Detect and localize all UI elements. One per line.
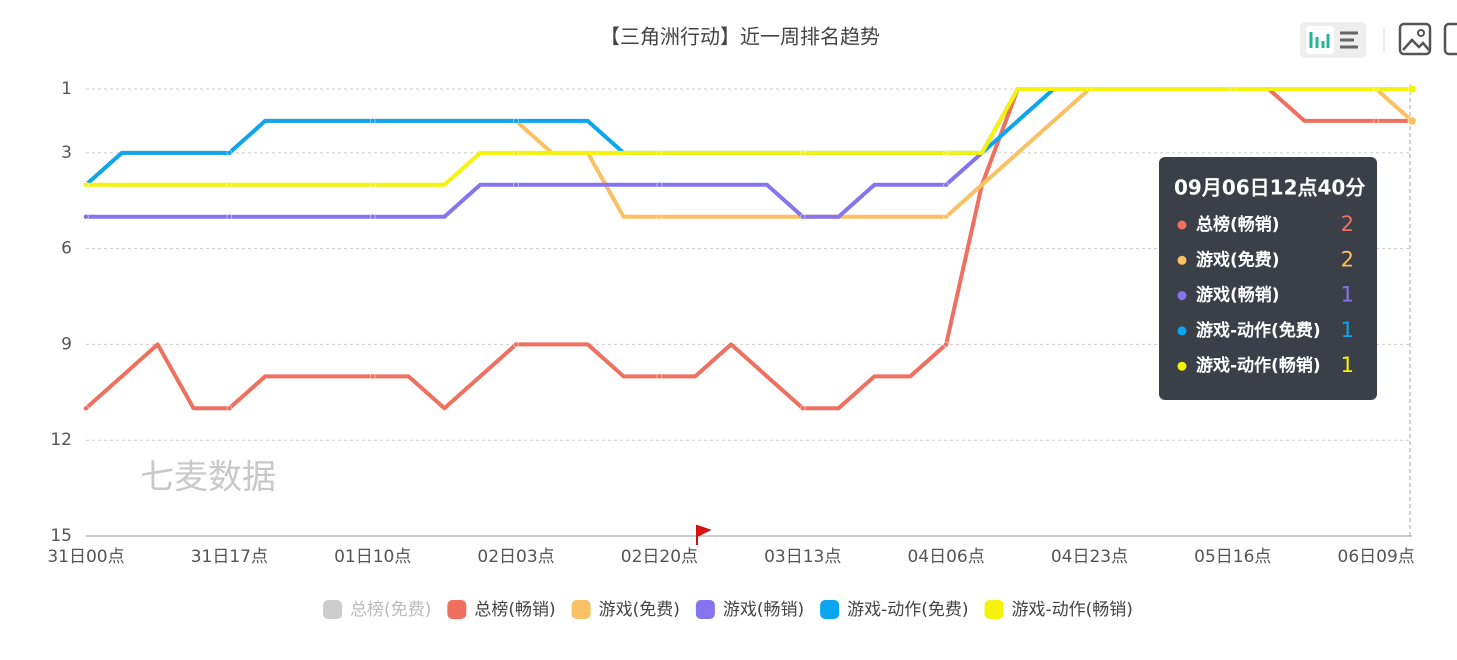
x-tick-label: 05日16点 [1194,547,1271,567]
x-tick-label: 04日06点 [907,547,984,567]
legend-item[interactable]: 总榜(畅销) [447,600,556,620]
data-point [800,405,806,412]
y-tick-label: 15 [50,526,72,546]
x-tick-label: 02日20点 [621,547,698,567]
legend-label: 游戏-动作(免费) [847,600,968,620]
tooltip-name: 游戏(畅销) [1196,285,1280,306]
image-icon-sun [1417,29,1425,37]
data-point [656,373,663,380]
legend-swatch [984,600,1004,619]
chart-title: 【三角洲行动】近一周排名趋势 [600,25,880,49]
data-point [83,182,89,188]
list-icon[interactable] [1340,31,1358,49]
tooltip-value: 2 [1341,247,1354,271]
legend-label: 总榜(畅销) [474,600,555,620]
x-tick-label: 01日10点 [334,547,411,567]
tooltip-name: 总榜(畅销) [1196,214,1280,235]
data-point [1086,86,1093,92]
data-point [369,118,376,124]
bar-icon-lines [1309,32,1330,48]
y-tick-label: 3 [61,143,72,163]
y-tick-label: 12 [50,430,72,450]
data-point [226,213,233,220]
data-point [369,213,376,220]
data-point [369,182,376,188]
legend-swatch [695,600,715,619]
toolbar[interactable] [1300,22,1457,58]
legend-label: 游戏(畅销) [723,600,804,620]
tooltip-value: 2 [1341,212,1354,236]
watermark: 七麦数据 [140,458,276,498]
data-point [513,182,519,188]
tooltip-dot [1177,291,1187,301]
event-flag[interactable] [696,524,712,545]
tooltip-value: 1 [1341,353,1354,377]
legend-item[interactable]: 游戏-动作(畅销) [984,600,1133,620]
legend-item[interactable]: 总榜(免费) [323,600,431,620]
tooltip-title: 09月06日12点40分 [1174,176,1365,200]
data-point [943,213,949,220]
legend-label: 游戏-动作(畅销) [1012,600,1133,620]
data-point [656,213,663,220]
legend-swatch [447,600,467,619]
data-point [83,405,89,412]
legend-label: 总榜(免费) [350,600,431,620]
tooltip-value: 1 [1341,318,1354,342]
data-point [800,150,806,156]
tooltip-dot [1177,255,1187,265]
data-point [1407,84,1417,94]
data-point [943,182,949,188]
image-icon-mountain [1402,38,1430,51]
data-point [656,182,663,188]
x-tick-label: 02日03点 [477,547,554,567]
image-icon[interactable] [1398,22,1432,56]
data-point [800,213,806,220]
tooltip-dot [1177,326,1187,336]
x-tick-label: 31日17点 [191,547,268,567]
x-tick-label: 31日00点 [47,547,124,567]
tooltip-dot [1177,220,1187,230]
tooltip-box [1159,157,1377,400]
y-tick-label: 6 [61,239,72,259]
tooltip-name: 游戏-动作(畅销) [1196,355,1321,376]
x-tick-label: 06日09点 [1338,547,1415,567]
legend-swatch [323,600,343,619]
x-tick-label: 04日23点 [1051,547,1128,567]
data-point [226,405,233,412]
legend-item[interactable]: 游戏-动作(免费) [820,600,969,620]
tooltip-name: 游戏-动作(免费) [1196,320,1321,341]
tooltip-value: 1 [1341,283,1354,307]
data-point [513,150,519,156]
data-point [513,341,519,348]
data-point [1373,118,1379,124]
export-icon[interactable] [1443,22,1457,56]
data-point [1407,116,1417,126]
legend-item[interactable]: 游戏(免费) [571,600,680,620]
legend-swatch [820,600,840,619]
data-point [226,150,233,156]
tooltip-name: 游戏(免费) [1196,249,1280,270]
tooltip-dot [1177,361,1187,371]
data-point [83,213,89,220]
data-point [943,341,949,348]
data-point [943,150,949,156]
legend-item[interactable]: 游戏(畅销) [695,600,804,620]
data-point [369,373,376,380]
y-tick-label: 9 [61,334,72,354]
data-point [656,150,663,156]
y-tick-label: 1 [61,79,72,99]
legend-label: 游戏(免费) [599,600,680,620]
data-point [1230,86,1236,92]
legend-swatch [571,600,591,619]
data-point [226,182,233,188]
data-point [513,118,519,124]
x-tick-label: 03日13点 [764,547,841,567]
data-point [1373,86,1379,92]
series-line [86,87,1412,187]
